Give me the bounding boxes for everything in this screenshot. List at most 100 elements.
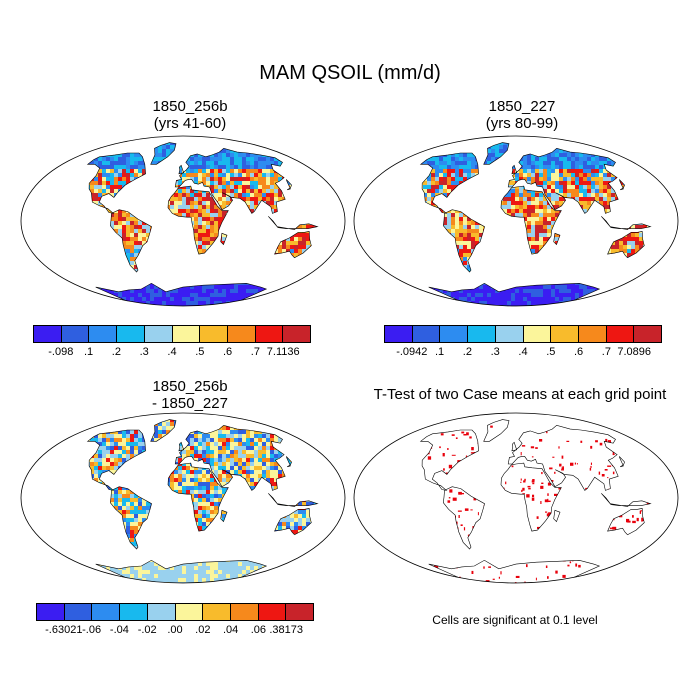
colorbar-1-swatch	[227, 326, 256, 342]
coastline-south-america	[442, 209, 485, 273]
map-border	[353, 412, 679, 584]
coastline-madagascar	[553, 509, 561, 523]
coastline-europe-asia	[507, 147, 619, 214]
coastline-australia	[607, 508, 645, 536]
panel-3-title: 1850_256b - 1850_227	[40, 378, 340, 412]
panel-4-title: T-Test of two Case means at each grid po…	[350, 386, 690, 403]
colorbar-panel-2	[384, 325, 662, 343]
coastline-europe-asia	[174, 147, 286, 214]
figure-title: MAM QSOIL (mm/d)	[259, 62, 441, 84]
colorbar-3-swatch	[92, 604, 121, 620]
coastline-greenland	[483, 419, 510, 442]
colorbar-panel-3	[36, 603, 314, 621]
colorbar-1-swatch	[34, 326, 62, 342]
coastline-australia	[274, 231, 312, 259]
coastline-madagascar	[220, 509, 228, 523]
panel-4-title-line1: T-Test of two Case means at each grid po…	[373, 386, 667, 403]
colorbar-2-swatch	[468, 326, 496, 342]
panel-3-title-line2: - 1850_227	[152, 395, 228, 412]
coastline-indonesia	[268, 216, 319, 230]
colorbar-2-swatch	[523, 326, 552, 342]
colorbar-3-tick-label: -.06	[82, 624, 102, 636]
colorbar-2-swatch	[578, 326, 607, 342]
coastline-south-america	[109, 209, 152, 273]
panel-1-title: 1850_256b (yrs 41-60)	[40, 98, 340, 132]
coastline-uk	[511, 164, 518, 175]
coastline-greenland	[483, 142, 510, 165]
colorbar-3-swatch	[37, 604, 65, 620]
colorbar-2-tick-label: .4	[518, 346, 528, 358]
colorbar-1-tick-label: .3	[139, 346, 149, 358]
colorbar-1-tick-label: 7.1136	[266, 346, 300, 358]
panel-2-title-line2: (yrs 80-99)	[485, 115, 559, 132]
map-panel-ttest	[353, 412, 679, 584]
colorbar-3-swatch	[203, 604, 231, 620]
colorbar-2-tick-label: 7.0896	[617, 346, 652, 358]
colorbar-3-tick-label: .04	[222, 624, 239, 636]
colorbar-2-swatch	[551, 326, 579, 342]
coastline-south-america	[442, 486, 485, 550]
coastline-japan	[619, 456, 625, 468]
colorbar-2-swatch	[385, 326, 413, 342]
map-panel-1850-256b	[20, 135, 346, 307]
colorbar-2-tick-label: .5	[546, 346, 556, 358]
coastline-madagascar	[220, 232, 228, 246]
coastline-europe-asia	[507, 424, 619, 491]
colorbar-2-swatch	[634, 326, 662, 342]
colorbar-1-swatch	[89, 326, 118, 342]
colorbar-1-swatch	[283, 326, 311, 342]
colorbar-1-swatch	[144, 326, 173, 342]
panel-1-title-line1: 1850_256b	[152, 98, 228, 115]
panel-2-title-line1: 1850_227	[488, 98, 556, 115]
colorbar-1-swatch	[61, 326, 90, 342]
map-border	[20, 412, 346, 584]
colorbar-1-tick-label: .4	[167, 346, 177, 358]
map-border	[353, 135, 679, 307]
colorbar-1-tick-label: .6	[223, 346, 233, 358]
colorbar-2-swatch	[440, 326, 469, 342]
colorbar-3-swatch	[175, 604, 204, 620]
coastline-europe-asia	[174, 424, 286, 491]
map-panel-difference	[20, 412, 346, 584]
coastline-indonesia	[268, 493, 319, 507]
coastline-south-america	[109, 486, 152, 550]
colorbar-3-swatch	[120, 604, 148, 620]
colorbar-2-swatch	[606, 326, 635, 342]
panel-3-title-line1: 1850_256b	[152, 378, 228, 395]
colorbar-3-tick-label: -.02	[137, 624, 157, 636]
significance-note: Cells are significant at 0.1 level	[432, 613, 598, 627]
coastline-japan	[286, 456, 292, 468]
colorbar-3-tick-label: .06	[250, 624, 267, 636]
colorbar-3-swatch	[258, 604, 287, 620]
coastline-uk	[511, 441, 518, 452]
colorbar-1-swatch	[117, 326, 145, 342]
panel-2-title: 1850_227 (yrs 80-99)	[372, 98, 672, 132]
coastline-uk	[178, 164, 185, 175]
colorbar-2-tick-label: .7	[601, 346, 611, 358]
coastline-indonesia	[601, 493, 652, 507]
coastline-africa	[167, 185, 229, 255]
coastline-north-america	[86, 152, 146, 214]
coastline-north-america	[419, 429, 479, 491]
colorbar-panel-1-labels: -.098 .1 .2 .3 .4 .5 .6 .7 7.1136	[33, 346, 311, 360]
colorbar-3-tick-label: .38173	[269, 624, 304, 636]
colorbar-2-tick-label: .2	[462, 346, 472, 358]
colorbar-1-swatch	[172, 326, 201, 342]
colorbar-3-tick-label: .02	[195, 624, 211, 636]
colorbar-2-tick-label: .3	[490, 346, 500, 358]
colorbar-2-tick-label: -.0942	[396, 346, 428, 358]
coastline-madagascar	[553, 232, 561, 246]
coastline-australia	[274, 508, 312, 536]
colorbar-1-tick-label: -.098	[48, 346, 74, 358]
colorbar-3-tick-label: -.04	[109, 624, 129, 636]
map-panel-1850-227	[353, 135, 679, 307]
colorbar-2-tick-label: .6	[574, 346, 584, 358]
colorbar-1-swatch	[200, 326, 228, 342]
coastline-north-america	[419, 152, 479, 214]
colorbar-1-swatch	[255, 326, 284, 342]
colorbar-1-tick-label: .2	[111, 346, 121, 358]
colorbar-3-swatch	[64, 604, 93, 620]
colorbar-3-swatch	[286, 604, 314, 620]
colorbar-panel-1	[33, 325, 311, 343]
coastline-uk	[178, 441, 185, 452]
